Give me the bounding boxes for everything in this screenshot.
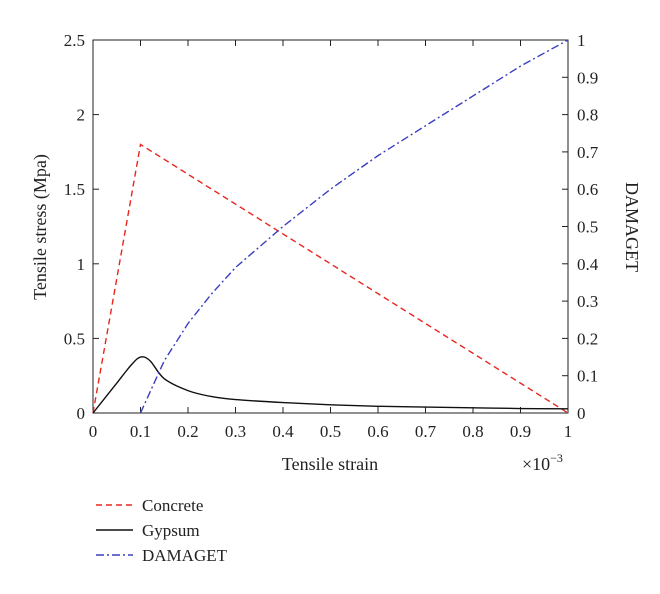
y-tick-label: 0.5 [64,329,85,348]
x-tick-label: 0 [89,422,98,441]
legend-label-damaget: DAMAGET [142,546,228,565]
y2-tick-label: 0 [577,404,586,423]
y2-tick-label: 0.4 [577,255,599,274]
x-tick-label: 0.7 [415,422,437,441]
series-lines [92,39,569,414]
y2-axis-label: DAMAGET [622,182,642,272]
plot-frame [92,39,569,414]
legend: Concrete Gypsum DAMAGET [96,496,228,565]
x-tick-label: 1 [564,422,573,441]
x-axis-multiplier: ×10−3 [522,451,563,474]
x-tick-label: 0.9 [510,422,531,441]
y-tick-label: 2 [77,106,86,125]
x-tick-label: 0.2 [177,422,198,441]
x-tick-label: 0.4 [272,422,294,441]
y-tick-label: 0 [77,404,86,423]
x-tick-label: 0.8 [462,422,483,441]
legend-label-gypsum: Gypsum [142,521,200,540]
y2-axis-ticks: 0 0.1 0.2 0.3 0.4 0.5 0.6 0.7 0.8 0.9 1 [562,31,599,423]
x-tick-label: 0.6 [367,422,388,441]
x-tick-label: 0.3 [225,422,246,441]
x-axis-label: Tensile strain [282,454,378,474]
y2-tick-label: 0.6 [577,180,598,199]
y2-tick-label: 0.1 [577,367,598,386]
series-line-gypsum [92,356,569,414]
y-tick-label: 1 [77,255,86,274]
x-tick-label: 0.1 [130,422,151,441]
y-axis-ticks: 0 0.5 1 1.5 2 2.5 [64,31,99,423]
y2-tick-label: 0.5 [577,218,598,237]
y2-tick-label: 0.7 [577,143,599,162]
y2-tick-label: 0.8 [577,106,598,125]
y-tick-label: 2.5 [64,31,85,50]
y2-tick-label: 0.9 [577,68,598,87]
y2-tick-label: 0.2 [577,329,598,348]
x-tick-label: 0.5 [320,422,341,441]
y2-tick-label: 1 [577,31,586,50]
y-axis-label: Tensile stress (Mpa) [30,154,51,300]
y2-tick-label: 0.3 [577,292,598,311]
x-axis-ticks: 0 0.1 0.2 0.3 0.4 0.5 0.6 0.7 0.8 0.9 1 [89,40,573,441]
y-tick-label: 1.5 [64,180,85,199]
legend-label-concrete: Concrete [142,496,203,515]
series-line-damaget [139,39,569,414]
series-line-concrete [92,143,569,414]
